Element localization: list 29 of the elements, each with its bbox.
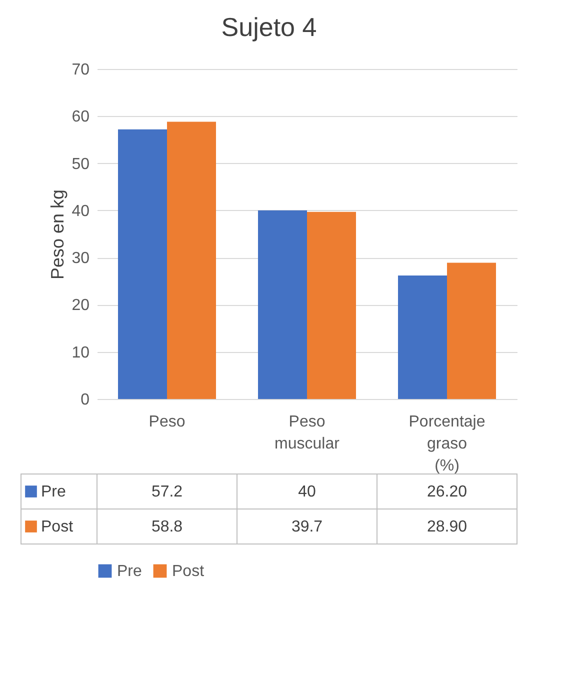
x-tick-label: Peso muscular (274, 414, 340, 452)
data-label: 58.8 (151, 518, 183, 536)
y-axis-title: Peso en kg (48, 189, 68, 280)
bar (258, 210, 307, 399)
y-tick-label: 30 (72, 250, 90, 268)
bar (398, 275, 447, 399)
data-label: 57.2 (151, 484, 183, 500)
text: Post (172, 563, 204, 580)
data-label: 39.7 (291, 518, 323, 536)
bar (118, 129, 167, 399)
bar (167, 122, 216, 399)
data-label: 26.20 (426, 484, 468, 500)
y-tick-label: 50 (72, 156, 90, 173)
text: Pre (117, 563, 142, 580)
legend-label: Post (41, 518, 74, 536)
x-tick-label: Peso (148, 414, 186, 430)
bar (307, 212, 356, 399)
data-label: 40 (298, 484, 316, 500)
chart-title: Sujeto 4 (221, 12, 317, 42)
legend-label: Pre (41, 484, 66, 500)
y-tick-label: 10 (72, 344, 90, 362)
y-tick-label: 20 (72, 297, 90, 314)
y-tick-label: 0 (80, 392, 90, 408)
bar (447, 262, 496, 399)
y-tick-label: 70 (72, 62, 90, 78)
y-tick-label: 40 (72, 202, 90, 220)
data-label: 28.90 (426, 518, 468, 536)
y-tick-label: 60 (72, 108, 90, 126)
x-tick-label: Porcentaje graso (%) (408, 414, 486, 474)
